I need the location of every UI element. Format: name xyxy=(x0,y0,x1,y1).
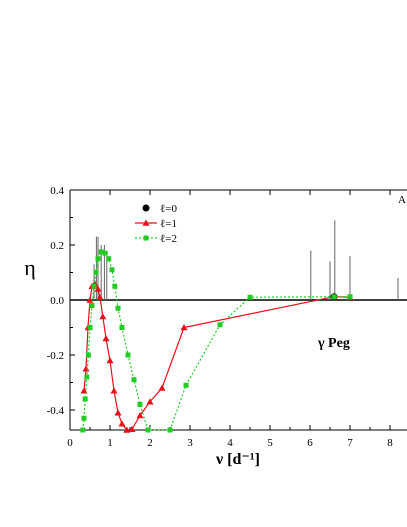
legend-label: ℓ=1 xyxy=(160,218,177,230)
data-point xyxy=(119,325,125,330)
data-point xyxy=(112,283,118,289)
legend-marker xyxy=(142,219,150,226)
data-point xyxy=(247,294,253,300)
y-tick-label: -0.4 xyxy=(47,405,65,417)
x-tick-label: 1 xyxy=(107,437,113,449)
series-group xyxy=(80,249,354,433)
legend-item: ℓ=1 xyxy=(135,218,177,230)
data-point xyxy=(110,387,118,394)
x-tick-label: 6 xyxy=(307,437,313,449)
data-point xyxy=(94,285,102,292)
legend-marker xyxy=(142,204,150,212)
data-point xyxy=(128,425,136,433)
legend-item: ℓ=2 xyxy=(135,233,177,245)
legend-item: ℓ=0 xyxy=(142,203,177,215)
data-point xyxy=(96,293,104,301)
data-point xyxy=(331,294,337,300)
data-point xyxy=(145,427,151,433)
series-line xyxy=(82,251,350,431)
data-point xyxy=(91,283,97,289)
data-point xyxy=(98,249,104,255)
data-point xyxy=(167,427,173,433)
data-point xyxy=(146,398,154,405)
data-point xyxy=(109,267,115,273)
data-point xyxy=(102,250,108,256)
data-point xyxy=(137,402,143,407)
y-tick-label: -0.2 xyxy=(47,350,64,362)
data-point xyxy=(106,256,112,262)
x-tick-label: 3 xyxy=(187,437,193,449)
data-point xyxy=(82,365,90,372)
data-point xyxy=(93,270,99,275)
legend-label: ℓ=0 xyxy=(160,203,177,215)
data-point xyxy=(80,427,86,433)
data-point xyxy=(125,352,131,358)
data-point xyxy=(106,357,114,364)
x-tick-label: 5 xyxy=(267,437,273,449)
data-point xyxy=(87,325,93,330)
data-point xyxy=(99,313,107,320)
plot-frame xyxy=(69,189,407,431)
data-point xyxy=(123,426,131,433)
data-point xyxy=(89,303,95,308)
axis-ticks xyxy=(69,189,391,430)
data-point xyxy=(114,409,122,416)
data-point xyxy=(85,352,91,358)
data-point xyxy=(136,412,144,419)
data-point xyxy=(84,374,90,380)
data-point xyxy=(115,305,121,311)
series-line xyxy=(83,282,351,431)
data-point xyxy=(82,396,88,402)
data-point xyxy=(183,382,189,388)
data-point xyxy=(95,256,101,262)
corner-label: A xyxy=(398,194,406,206)
star-annotation: γ Peg xyxy=(317,336,350,351)
data-point xyxy=(81,415,87,421)
legend-label: ℓ=2 xyxy=(160,233,177,245)
data-point xyxy=(347,294,353,300)
y-tick-label: 0.0 xyxy=(50,295,64,307)
y-tick-label: 0.4 xyxy=(50,185,64,197)
data-point xyxy=(158,384,166,391)
x-tick-label: 8 xyxy=(387,437,393,449)
data-point xyxy=(118,420,126,427)
x-tick-label: 2 xyxy=(147,437,153,449)
y-tick-label: 0.2 xyxy=(50,240,64,252)
data-point xyxy=(131,377,137,383)
data-point xyxy=(86,296,94,303)
x-tick-label: 7 xyxy=(347,437,353,449)
x-axis-label: ν [d⁻¹] xyxy=(215,451,260,468)
data-point xyxy=(80,387,88,394)
legend: ℓ=0 ℓ=1 ℓ=2 xyxy=(135,203,177,245)
x-tick-label: 4 xyxy=(227,437,233,449)
observed-frequencies xyxy=(93,220,399,300)
data-point xyxy=(217,322,223,328)
data-point xyxy=(102,335,110,342)
data-point xyxy=(180,324,188,331)
legend-marker xyxy=(143,235,149,241)
y-axis-label: η xyxy=(24,255,36,280)
x-tick-label: 0 xyxy=(67,437,73,449)
x-tick-labels: 0 1 2 3 4 5 6 7 8 xyxy=(67,437,393,449)
y-tick-labels: 0.4 0.2 0.0 -0.2 -0.4 xyxy=(47,185,65,417)
